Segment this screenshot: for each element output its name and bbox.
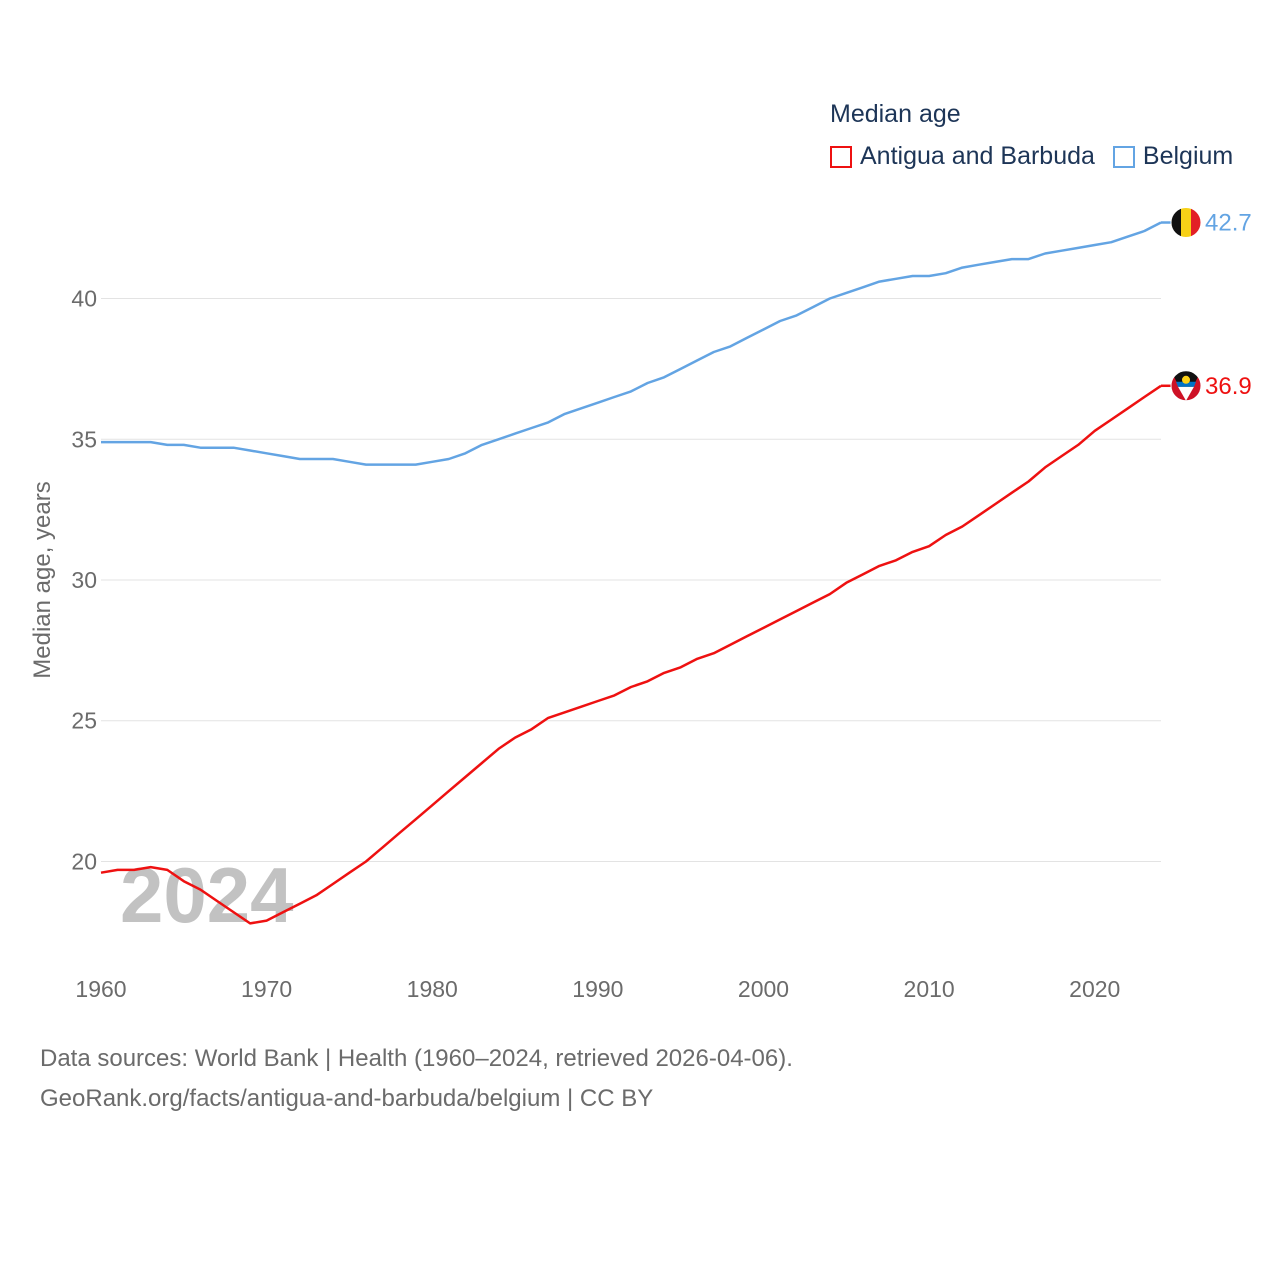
x-tick-label: 1970 [241, 976, 292, 1002]
y-tick-label: 20 [71, 848, 97, 874]
y-tick-label: 30 [71, 567, 97, 593]
legend-label-belgium: Belgium [1142, 142, 1234, 170]
y-tick-label: 25 [71, 708, 97, 734]
x-tick-label: 2000 [738, 976, 789, 1002]
legend-title: Median age [830, 100, 961, 128]
x-tick-label: 1980 [407, 976, 458, 1002]
belgium-flag-icon [1170, 207, 1202, 239]
antigua-and-barbuda-flag-icon [1170, 370, 1202, 402]
y-axis-ticks: 20 25 30 35 40 [71, 286, 97, 875]
gridlines [101, 298, 1161, 862]
source-line-2: GeoRank.org/facts/antigua-and-barbuda/be… [40, 1085, 654, 1112]
series-line-1 [101, 221, 1162, 466]
legend-item-antigua[interactable]: Antigua and Barbuda [830, 142, 1095, 171]
series-lines [100, 221, 1162, 925]
x-tick-label: 2010 [904, 976, 955, 1002]
y-tick-label: 35 [71, 426, 97, 452]
y-axis-title: Median age, years [29, 481, 56, 678]
series-end-markers: 36.9 42.7 [1161, 207, 1252, 402]
x-axis-ticks: 1960 1970 1980 1990 2000 2010 2020 [75, 976, 1120, 1002]
legend-swatch-antigua [830, 145, 852, 168]
end-value-label-0: 36.9 [1205, 373, 1252, 400]
y-tick-label: 40 [71, 286, 97, 312]
legend-item-belgium[interactable]: Belgium [1112, 142, 1234, 171]
x-tick-label: 1960 [75, 976, 126, 1002]
series-line-0 [100, 384, 1162, 925]
end-value-label-1: 42.7 [1205, 210, 1252, 237]
legend: Antigua and Barbuda Belgium [830, 142, 1251, 171]
legend-label-antigua: Antigua and Barbuda [860, 142, 1095, 170]
legend-swatch-belgium [1112, 145, 1135, 168]
x-tick-label: 2020 [1069, 976, 1120, 1002]
source-line-1: Data sources: World Bank | Health (1960–… [40, 1045, 793, 1072]
x-tick-label: 1990 [572, 976, 623, 1002]
